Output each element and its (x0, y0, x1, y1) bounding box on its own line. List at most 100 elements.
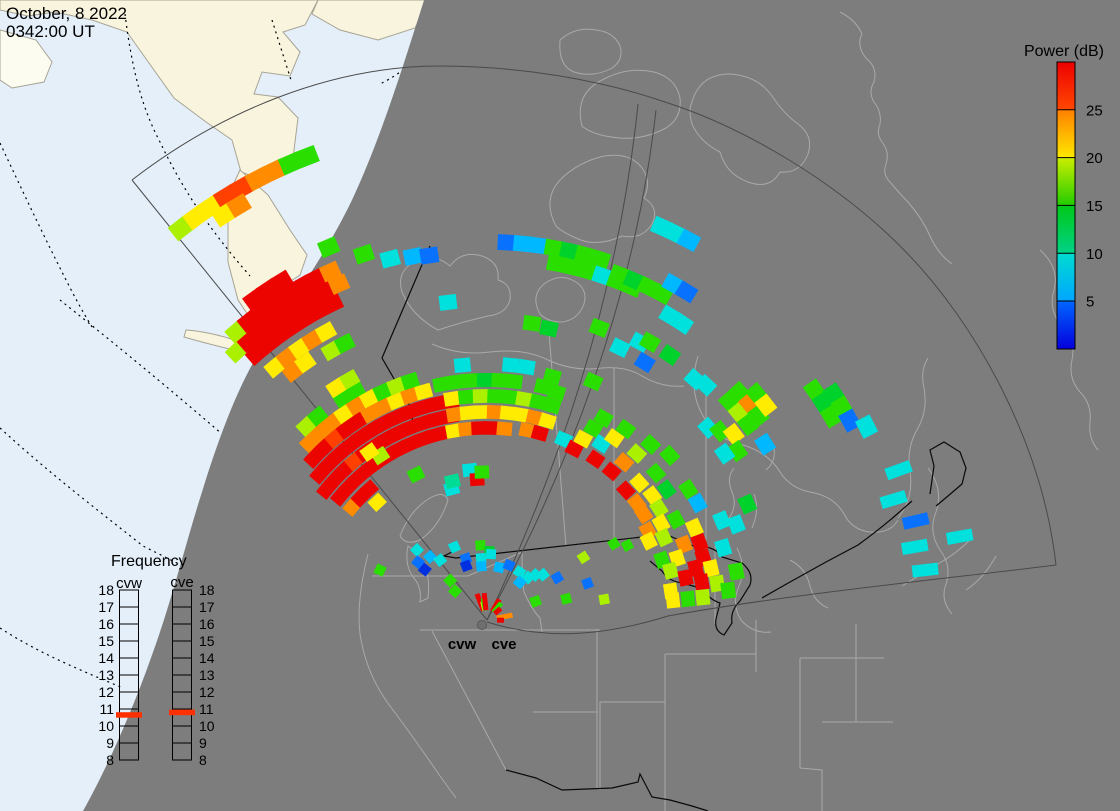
echo-cell (588, 249, 612, 270)
st-lawrence-border (761, 500, 913, 599)
echo-cell (493, 606, 503, 616)
colorbar-seg-0-5 (1057, 301, 1075, 349)
frequency-tick-label: 9 (199, 735, 207, 751)
echo-cell (352, 243, 376, 265)
echo-cell (665, 592, 681, 609)
echo-cell (582, 418, 604, 439)
echo-cell (481, 592, 489, 611)
echo-cell (525, 409, 544, 426)
echo-cell (695, 588, 711, 606)
radar-site-label-cve: cve (491, 636, 516, 653)
echo-cell (945, 528, 974, 545)
echo-cell (453, 357, 472, 374)
echo-cell (379, 248, 402, 269)
echo-cell (490, 598, 502, 613)
frequency-tick-label: 11 (99, 701, 114, 717)
frequency-tick-label: 12 (98, 684, 114, 700)
echo-cell (585, 449, 606, 469)
echo-cell (737, 493, 758, 515)
echo-cell (414, 382, 434, 401)
echo-cell (459, 559, 473, 573)
echo-cell (372, 381, 393, 402)
echo-cell (662, 561, 679, 580)
echo-cell (486, 405, 503, 420)
echo-cell (550, 570, 565, 585)
echo-cell (542, 367, 562, 386)
echo-cell (471, 421, 487, 436)
echo-cell (819, 404, 843, 429)
colorbar-tick-label: 5 (1086, 294, 1094, 311)
echo-cell (538, 412, 557, 430)
echo-cell (620, 538, 635, 553)
fov-right-edge (486, 564, 1057, 635)
echo-cell (373, 563, 387, 577)
echo-cell (417, 562, 432, 577)
echo-cell (573, 244, 596, 265)
echo-cell (528, 393, 548, 411)
echo-cell (487, 388, 504, 404)
echo-cell (505, 373, 523, 390)
echo-cell (443, 390, 461, 407)
echo-cell (338, 368, 361, 390)
frequency-tick-label: 15 (98, 633, 114, 649)
echo-cell (645, 462, 667, 484)
frequency-tick-label: 18 (199, 582, 215, 598)
echo-cell (400, 386, 420, 406)
echo-cell (677, 568, 694, 587)
echo-cell (325, 377, 348, 399)
echo-cell (269, 269, 294, 293)
echo-cell (714, 538, 733, 558)
timestamp-time: 0342:00 UT (6, 22, 95, 41)
echo-cell (423, 549, 438, 564)
echo-cell (512, 234, 533, 253)
echo-cell (517, 358, 536, 376)
echo-cell (459, 405, 477, 421)
echo-cell (694, 373, 718, 397)
power-colorbar: Power (dB) 25 20 15 10 5 (1024, 43, 1104, 350)
echo-cell (722, 422, 745, 446)
frequency-tick-label: 18 (98, 582, 114, 598)
echo-cell (414, 398, 434, 417)
echo-cell (736, 413, 760, 437)
echo-cell (433, 553, 448, 568)
echo-cell (900, 538, 929, 555)
echo-cell (333, 332, 356, 354)
echo-cell (615, 480, 637, 501)
echo-cell (546, 383, 567, 402)
echo-cell (476, 372, 493, 388)
fov-arc-cvw (131, 65, 663, 181)
echo-cell (475, 539, 486, 551)
echo-cell (499, 405, 517, 421)
daylight-sea (0, 0, 424, 811)
fov-inner-edge-cvw (486, 103, 639, 621)
frequency-tick-label: 16 (98, 616, 114, 632)
maine-border (929, 441, 967, 507)
echo-cell (457, 421, 475, 437)
frequency-tick-label: 8 (106, 752, 114, 768)
echo-cell (615, 418, 637, 440)
frequency-tick-label: 14 (199, 650, 215, 666)
echo-cell (638, 331, 662, 354)
frequency-tick-label: 10 (98, 718, 114, 734)
echo-cell (838, 408, 862, 433)
echo-cell (496, 421, 513, 437)
colorbar-tick-label: 15 (1086, 198, 1103, 215)
echo-cell (359, 479, 380, 500)
colorbar-tick-label: 25 (1086, 102, 1103, 119)
echo-cell (419, 246, 440, 265)
echo-cell (402, 246, 424, 266)
echo-cell (443, 473, 461, 490)
frequency-tick-label: 10 (199, 718, 215, 734)
geo-outlines-gray (358, 11, 1099, 811)
echo-cell (529, 594, 543, 608)
echo-cell (633, 351, 656, 374)
radar-echo-cells (167, 144, 974, 623)
echo-cell (225, 193, 252, 219)
echo-cell (483, 421, 500, 435)
echo-cell (539, 319, 559, 338)
echo-cell (582, 371, 604, 392)
timestamp-date: October, 8 2022 (6, 4, 127, 23)
echo-cell (911, 562, 939, 578)
echo-cell (502, 558, 516, 572)
